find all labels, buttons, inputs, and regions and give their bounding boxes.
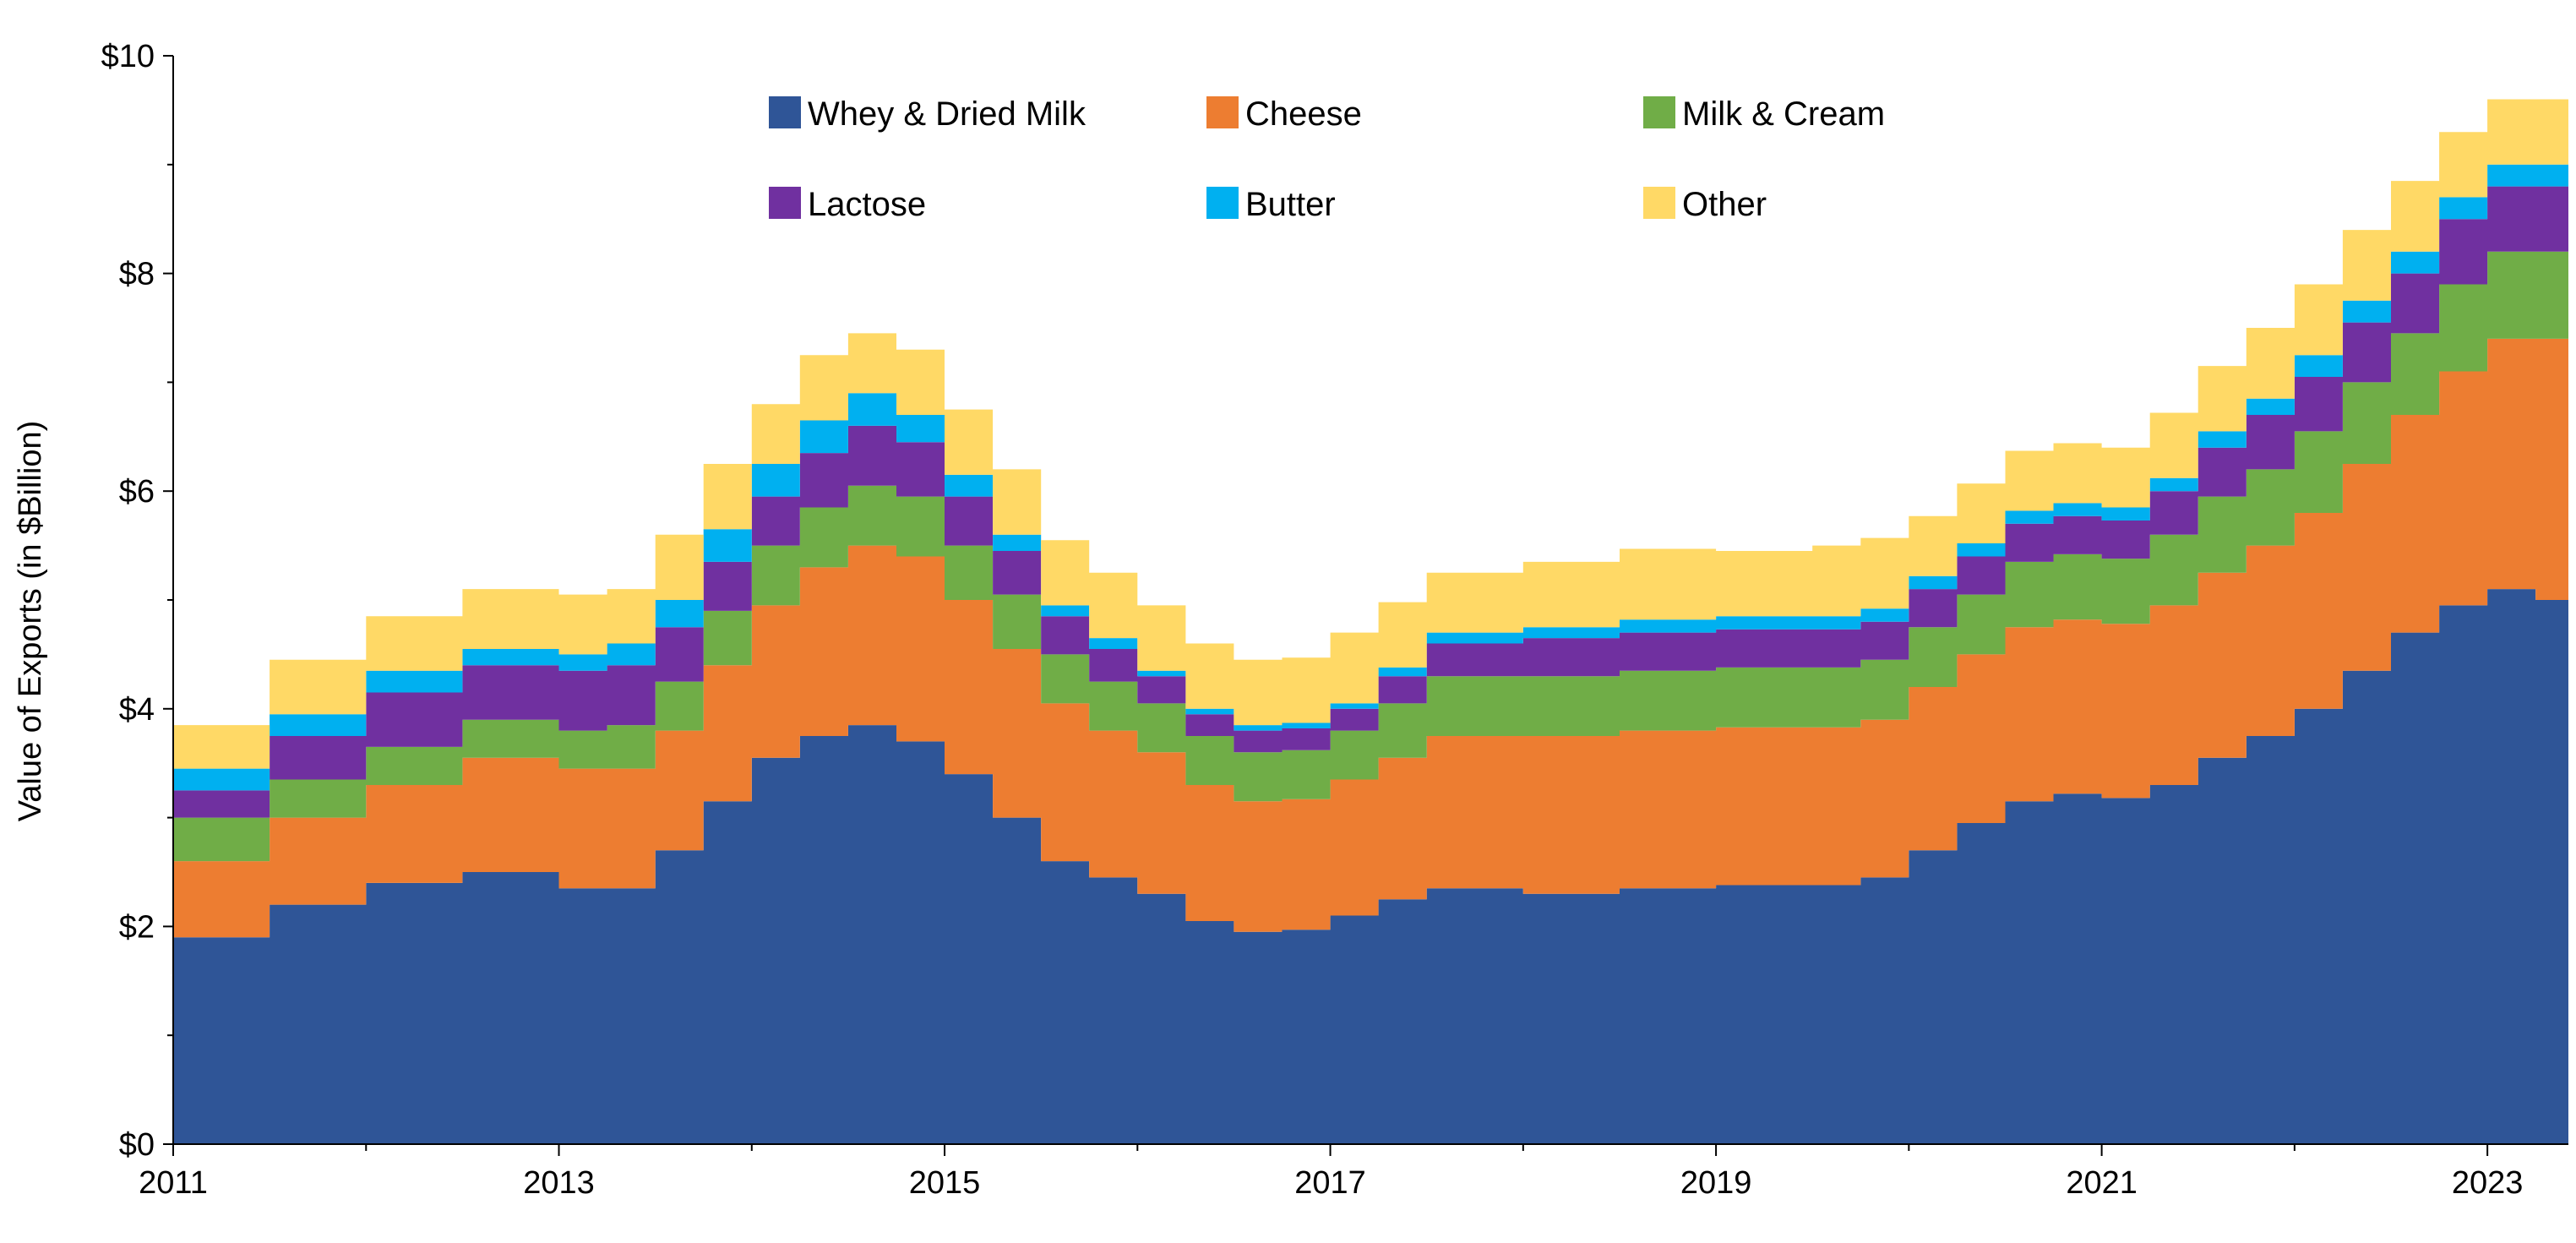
x-tick-label: 2011 — [139, 1165, 208, 1201]
y-tick-label: $6 — [119, 474, 155, 510]
area-milk-cream — [173, 251, 2568, 862]
legend-label-cheese: Cheese — [1245, 95, 1362, 133]
legend-label-whey-dried-milk: Whey & Dried Milk — [808, 95, 1086, 133]
x-tick-label: 2013 — [523, 1165, 595, 1201]
y-tick-label: $4 — [119, 692, 155, 728]
legend-label-milk-cream: Milk & Cream — [1682, 95, 1885, 133]
area-whey-dried-milk — [173, 589, 2568, 1144]
legend-swatch-lactose — [769, 187, 801, 219]
legend-swatch-butter — [1206, 187, 1239, 219]
x-tick-label: 2017 — [1294, 1165, 1366, 1201]
y-tick-label: $0 — [119, 1127, 155, 1163]
legend-label-other: Other — [1682, 186, 1767, 223]
legend-label-lactose: Lactose — [808, 186, 926, 223]
legend-swatch-other — [1643, 187, 1675, 219]
y-tick-label: $8 — [119, 257, 155, 292]
x-tick-label: 2015 — [909, 1165, 981, 1201]
x-tick-label: 2023 — [2452, 1165, 2524, 1201]
series-areas — [173, 99, 2568, 1144]
area-other — [173, 99, 2568, 769]
y-tick-label: $10 — [101, 39, 155, 74]
x-tick-label: 2019 — [1680, 1165, 1752, 1201]
y-axis-ticks: $0 $2 $4 $6 $8 $10 — [101, 39, 173, 1163]
legend-swatch-whey-dried-milk — [769, 96, 801, 128]
legend-swatch-cheese — [1206, 96, 1239, 128]
legend: Whey & Dried Milk Cheese Milk & Cream Lacto… — [769, 95, 1885, 223]
x-tick-label: 2021 — [2066, 1165, 2138, 1201]
legend-label-butter: Butter — [1245, 186, 1336, 223]
x-axis-ticks: 2011 2013 2015 2017 2019 2021 2023 — [139, 1144, 2523, 1201]
area-cheese — [173, 338, 2568, 938]
legend-swatch-milk-cream — [1643, 96, 1675, 128]
y-axis-title: Value of Exports (in $Billion) — [13, 421, 48, 822]
y-tick-label: $2 — [119, 909, 155, 945]
